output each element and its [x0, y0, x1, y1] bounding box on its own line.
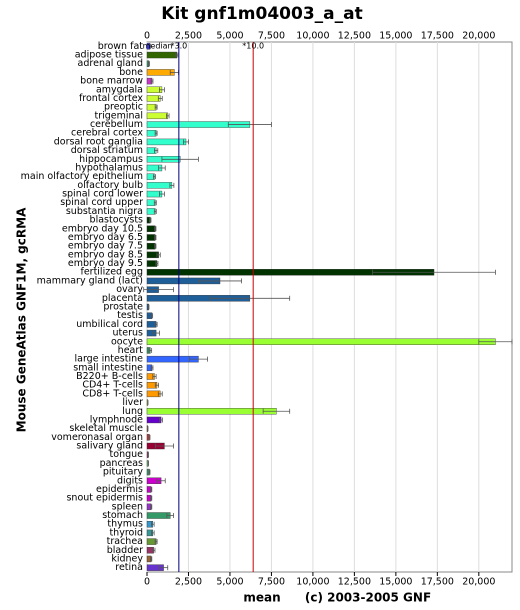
category-label: thyroid: [109, 527, 143, 538]
category-label: pancreas: [100, 458, 143, 469]
x-tick-label: 17,500: [421, 577, 454, 588]
x-tick-label: 5,000: [216, 31, 243, 42]
category-label: fertilized egg: [80, 267, 143, 278]
category-label: bladder: [107, 545, 143, 556]
category-label: lymphnode: [90, 414, 143, 425]
x-tick-label: 2,500: [175, 577, 202, 588]
category-label: thymus: [107, 519, 143, 530]
x-tick-label: 7,500: [258, 31, 285, 42]
category-label: umbilical cord: [76, 319, 143, 330]
bar: [146, 260, 158, 267]
x-tick-label: 12,500: [338, 577, 371, 588]
category-label: spleen: [112, 501, 143, 512]
x-tick-label: 10,000: [296, 31, 329, 42]
bar: [146, 182, 173, 189]
y-axis-label: Mouse GeneAtlas GNF1M, gcRMA: [15, 207, 29, 432]
x-tick-label: 0: [144, 31, 150, 42]
category-label: olfactory bulb: [77, 180, 143, 191]
chart-title: Kit gnf1m04003_a_at: [161, 4, 362, 24]
category-label: embryo day 9.5: [68, 258, 143, 269]
bar: [146, 225, 156, 233]
bar: [146, 234, 156, 241]
x-axis-label: mean: [243, 591, 280, 605]
x-tick-label: 5,000: [216, 577, 243, 588]
category-label: placenta: [102, 293, 143, 304]
category-label: vomeronasal organ: [51, 432, 143, 443]
x-tick-label: 20,000: [462, 577, 495, 588]
category-label: embryo day 6.5: [68, 232, 143, 243]
category-label: digits: [117, 475, 143, 486]
category-label: trigeminal: [94, 110, 143, 121]
category-label: blastocysts: [90, 215, 143, 226]
bar: [146, 338, 496, 345]
category-label: adrenal gland: [78, 58, 143, 69]
footer: (c) 2003-2005 GNF: [305, 591, 431, 605]
x-tick-label: 7,500: [258, 577, 285, 588]
category-label: mammary gland (lact): [37, 275, 143, 286]
category-label: salivary gland: [76, 441, 143, 452]
category-label: dorsal root ganglia: [54, 136, 143, 147]
bar: [146, 51, 178, 59]
x-tick-label: 12,500: [338, 31, 371, 42]
category-label: adipose tissue: [75, 50, 143, 61]
category-label: testis: [117, 310, 143, 321]
category-label: cerebellum: [90, 119, 143, 130]
bar: [146, 416, 162, 424]
category-label: hypothalamus: [75, 162, 143, 173]
category-label: CD8+ T-cells: [82, 388, 143, 399]
x-tick-label: 15,000: [379, 31, 412, 42]
category-label: pituitary: [103, 467, 144, 478]
category-label: preoptic: [104, 102, 143, 113]
bar: [146, 138, 187, 146]
reference-label: *10.0: [242, 42, 264, 51]
category-label: embryo day 10.5: [62, 223, 143, 234]
reference-label: median: [143, 42, 173, 51]
category-label: retina: [115, 562, 143, 573]
x-tick-label: 10,000: [296, 577, 329, 588]
category-label: main olfactory epithelium: [21, 171, 143, 182]
category-label: oocyte: [111, 336, 143, 347]
category-label: cerebral cortex: [71, 128, 143, 139]
category-label: kidney: [111, 553, 143, 564]
reference-label: *3.0: [170, 42, 187, 51]
category-label: spinal cord upper: [60, 197, 143, 208]
category-label: large intestine: [74, 354, 143, 365]
category-label: amygdala: [96, 84, 143, 95]
category-label: substantia nigra: [66, 206, 143, 217]
category-label: stomach: [102, 510, 143, 521]
category-label: uterus: [113, 328, 144, 339]
category-label: epidermis: [96, 484, 143, 495]
category-label: snout epidermis: [66, 493, 143, 504]
category-label: liver: [122, 397, 143, 408]
category-label: bone: [119, 67, 143, 78]
category-label: embryo day 8.5: [68, 249, 143, 260]
bar: [146, 112, 168, 120]
x-tick-label: 15,000: [379, 577, 412, 588]
category-label: heart: [118, 345, 144, 356]
category-label: dorsal striatum: [71, 145, 143, 156]
x-tick-label: 17,500: [421, 31, 454, 42]
category-label: frontal cortex: [79, 93, 143, 104]
x-tick-label: 0: [144, 577, 150, 588]
category-label: tongue: [110, 449, 144, 460]
bar: [146, 242, 156, 250]
category-label: skeletal muscle: [69, 423, 143, 434]
x-tick-label: 20,000: [462, 31, 495, 42]
category-label: prostate: [103, 302, 143, 313]
bar: [146, 408, 277, 415]
category-label: embryo day 7.5: [68, 241, 143, 252]
category-label: hippocampus: [79, 154, 143, 165]
category-label: lung: [122, 406, 143, 417]
category-label: trachea: [107, 536, 143, 547]
category-label: CD4+ T-cells: [82, 380, 143, 391]
category-label: B220+ B-cells: [76, 371, 143, 382]
category-label: small intestine: [73, 362, 143, 373]
category-label: bone marrow: [80, 76, 143, 87]
x-tick-label: 2,500: [175, 31, 202, 42]
category-label: ovary: [116, 284, 143, 295]
category-label: spinal cord lower: [62, 189, 143, 200]
category-label: brown fat: [98, 41, 144, 52]
